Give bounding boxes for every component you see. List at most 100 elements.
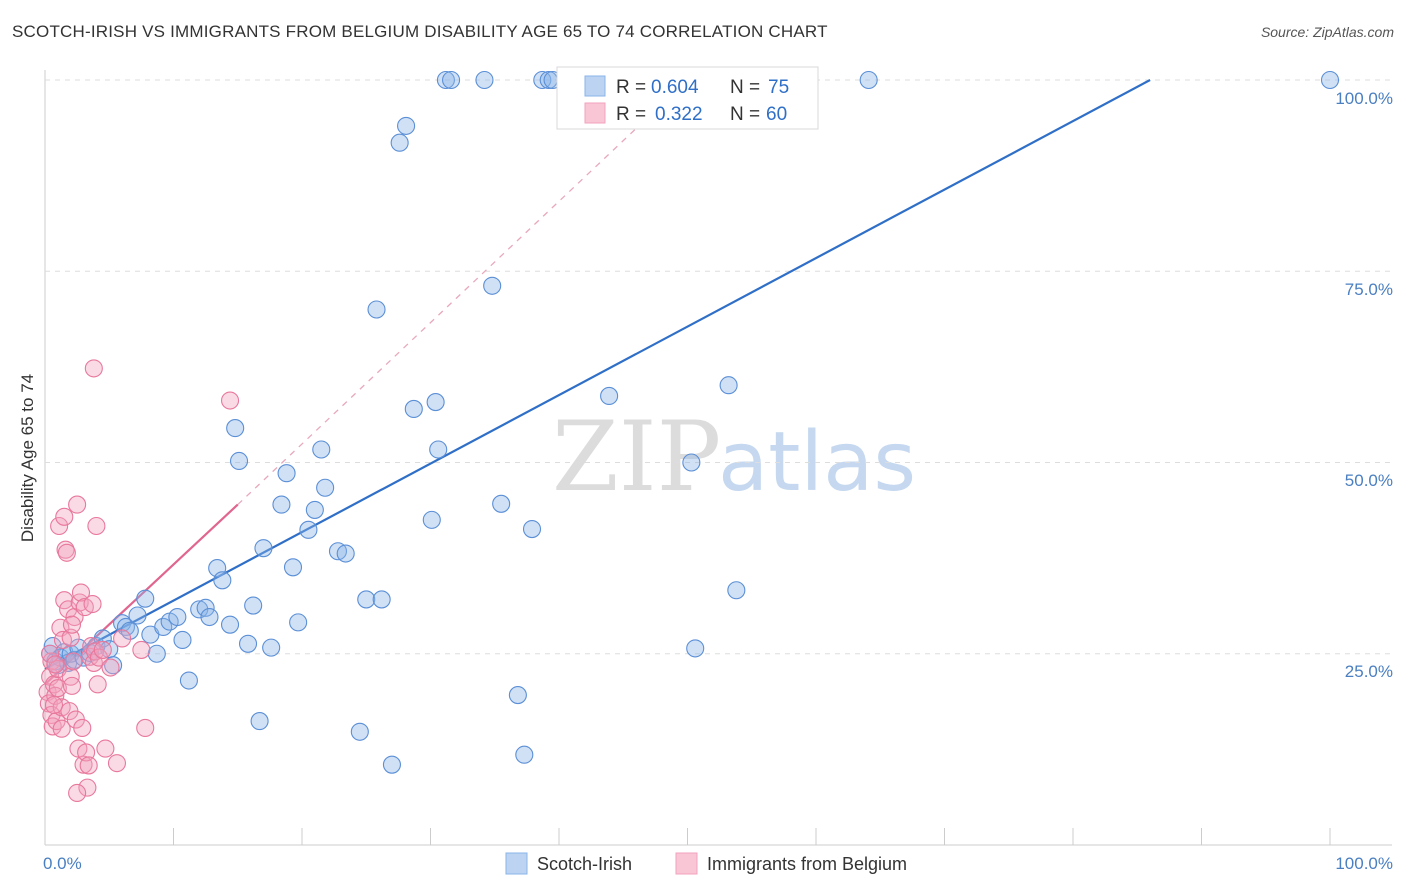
y-tick-label-100: 100.0% [1335, 89, 1393, 108]
legend-r-label-scotch-irish: R = [616, 77, 646, 98]
point-belgium-10 [48, 679, 67, 698]
point-belgium-50 [132, 640, 151, 659]
legend-swatch-belgium [584, 102, 606, 124]
point-belgium-42 [87, 516, 106, 536]
point-scotch-irish-58 [404, 399, 423, 419]
point-scotch-irish-54 [372, 590, 391, 609]
point-scotch-irish-41 [272, 495, 291, 514]
point-belgium-21 [61, 667, 80, 686]
y-axis-label: Disability Age 65 to 74 [18, 374, 37, 542]
point-scotch-irish-62 [436, 70, 455, 90]
point-scotch-irish-33 [220, 615, 240, 634]
point-belgium-55 [41, 644, 60, 663]
bottom-legend-label-scotch-irish: Scotch-Irish [537, 854, 632, 874]
point-scotch-irish-65 [483, 276, 502, 295]
point-scotch-irish-57 [397, 116, 416, 135]
point-scotch-irish-66 [492, 494, 511, 513]
point-belgium-45 [93, 640, 112, 659]
y-tick-label-50: 50.0% [1345, 471, 1393, 490]
point-scotch-irish-64 [475, 70, 494, 90]
legend-r-label-belgium: R = [616, 104, 646, 125]
point-belgium-53 [84, 359, 103, 378]
point-scotch-irish-47 [312, 440, 331, 459]
point-scotch-irish-36 [238, 634, 258, 653]
point-belgium-59 [62, 615, 82, 634]
point-scotch-irish-75 [686, 639, 705, 658]
chart-title: SCOTCH-IRISH VS IMMIGRANTS FROM BELGIUM … [12, 22, 828, 41]
point-scotch-irish-35 [229, 451, 249, 471]
point-scotch-irish-38 [250, 712, 269, 731]
x-tick-marks [44, 828, 1331, 845]
point-belgium-40 [84, 653, 103, 672]
y-tick-label-75: 75.0% [1345, 280, 1393, 299]
point-scotch-irish-68 [515, 745, 534, 764]
point-scotch-irish-60 [426, 393, 445, 412]
point-scotch-irish-15 [104, 656, 123, 675]
stats-legend: R = 0.604 N = 75 R = 0.322 N = 60 [556, 66, 819, 130]
point-belgium-11 [50, 516, 69, 536]
point-scotch-irish-79 [1320, 70, 1340, 90]
point-scotch-irish-50 [336, 544, 355, 563]
legend-swatch-scotch-irish [584, 75, 606, 97]
point-belgium-48 [107, 754, 127, 773]
bottom-legend-label-belgium: Immigrants from Belgium [707, 854, 907, 874]
point-scotch-irish-25 [168, 607, 187, 627]
point-scotch-irish-42 [277, 464, 296, 483]
point-belgium-51 [136, 718, 155, 738]
point-scotch-irish-32 [213, 571, 232, 590]
point-scotch-irish-44 [289, 613, 308, 632]
bottom-legend-swatch-scotch-irish [505, 852, 528, 875]
point-belgium-16 [55, 507, 74, 526]
point-scotch-irish-56 [390, 133, 409, 152]
point-scotch-irish-61 [429, 440, 448, 459]
x-tick-label-100: 100.0% [1335, 854, 1393, 873]
watermark-zip: ZIP [552, 401, 721, 513]
legend-n-value-belgium: 60 [766, 104, 787, 125]
bottom-legend-swatch-belgium [675, 852, 698, 875]
point-scotch-irish-39 [254, 539, 273, 558]
point-scotch-irish-20 [136, 589, 155, 608]
point-belgium-39 [83, 594, 102, 614]
point-scotch-irish-78 [859, 70, 878, 90]
trend-line-scotch-irish [44, 79, 1151, 671]
point-scotch-irish-43 [283, 558, 303, 577]
point-scotch-irish-27 [179, 671, 198, 690]
point-scotch-irish-55 [382, 755, 402, 774]
point-belgium-15 [55, 591, 74, 610]
point-belgium-31 [73, 718, 92, 738]
legend-r-value-scotch-irish: 0.604 [651, 77, 699, 98]
series-legend: Scotch-Irish Immigrants from Belgium [505, 852, 907, 875]
point-scotch-irish-28 [190, 600, 209, 619]
point-scotch-irish-69 [522, 520, 542, 539]
source-label: Source: ZipAtlas.com [1260, 24, 1394, 40]
point-scotch-irish-52 [357, 590, 376, 609]
legend-n-label-scotch-irish: N = [730, 77, 760, 98]
point-belgium-47 [101, 658, 120, 677]
point-scotch-irish-77 [727, 581, 746, 600]
point-belgium-43 [88, 675, 107, 694]
point-scotch-irish-73 [600, 386, 619, 405]
point-scotch-irish-59 [422, 510, 441, 529]
point-scotch-irish-34 [226, 419, 245, 438]
point-scotch-irish-46 [305, 500, 324, 519]
y-tick-label-25: 25.0% [1345, 662, 1393, 681]
x-tick-label-0: 0.0% [43, 854, 82, 873]
point-belgium-57 [52, 719, 71, 738]
point-belgium-54 [68, 783, 87, 803]
point-scotch-irish-18 [120, 621, 139, 640]
point-belgium-36 [79, 756, 98, 775]
point-scotch-irish-22 [147, 644, 166, 663]
point-belgium-23 [62, 676, 82, 695]
point-scotch-irish-19 [128, 606, 147, 625]
point-scotch-irish-63 [442, 70, 461, 90]
legend-r-value-belgium: 0.322 [655, 104, 703, 125]
scatter-points [38, 70, 1340, 803]
point-scotch-irish-70 [533, 70, 552, 90]
point-scotch-irish-74 [682, 453, 701, 472]
point-belgium-58 [44, 695, 64, 715]
point-belgium-22 [61, 628, 80, 647]
point-belgium-30 [71, 583, 91, 602]
point-belgium-56 [46, 655, 65, 674]
point-scotch-irish-37 [244, 596, 263, 615]
